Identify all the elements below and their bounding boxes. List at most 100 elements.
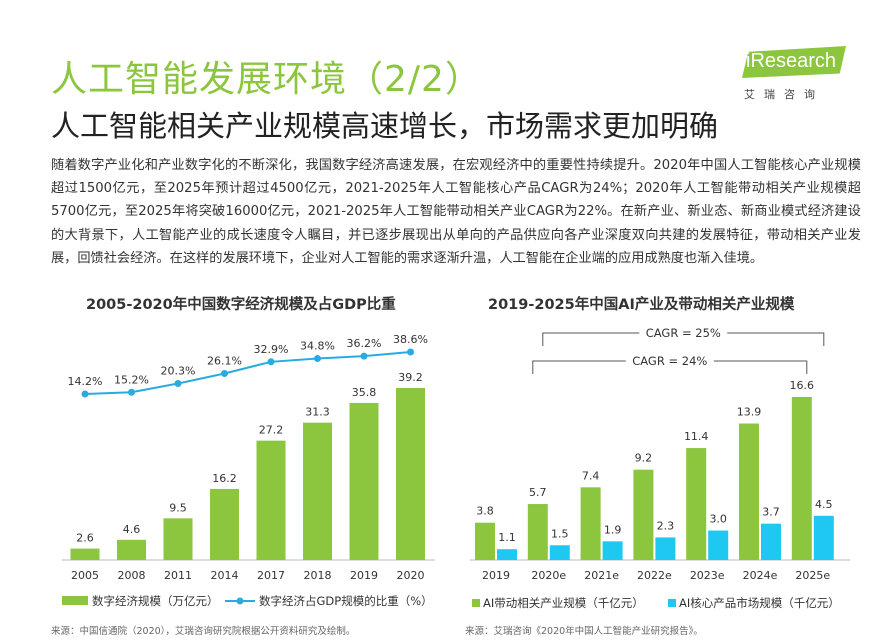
bar-ai-related [739,423,759,560]
cagr-core-label: CAGR = 25% [646,326,721,340]
line-label: 26.1% [207,355,242,368]
bar-ai-core [708,530,729,560]
x-tick-label: 2008 [118,569,146,582]
line-label: 20.3% [161,365,196,378]
x-tick-label: 2019 [350,569,378,582]
bar [349,402,379,560]
bar-ai-core [761,523,781,560]
logo-mark [742,46,846,78]
x-tick-label: 2018 [304,569,332,582]
bar-ai-core [813,515,834,560]
legend-label-ai-core: AI核心产品市场规模（千亿元） [679,596,840,610]
bar-ai-core [602,541,623,560]
bar-label: 5.7 [529,486,547,499]
x-tick-label: 2019 [482,569,510,582]
bar-ai-related [527,504,548,560]
bar-ai-related [686,448,707,560]
logo-text: iResearch [746,50,837,72]
x-tick-label: 2011 [164,569,192,582]
bar [117,539,146,560]
iresearch-logo: iResearch 艾瑞咨询 [742,46,857,104]
bar [303,422,332,560]
page-title: 人工智能发展环境（2/2） [51,59,482,100]
x-tick-label: 2024e [743,569,778,582]
bar-label: 7.4 [582,469,600,482]
bar-label: 16.2 [212,472,237,485]
ai-industry-chart: 3.8 1.1 2019 5.7 1.5 2020e 7.4 1.9 2021e 9.2 2.3 20… [470,326,850,610]
bar-label: 2.6 [76,532,94,545]
legend-swatch-dot [236,597,244,605]
line-label: 32.9% [254,343,289,356]
bar-label: 3.0 [709,513,727,526]
bar [396,388,425,560]
bar-label: 4.6 [123,523,141,536]
bar-label: 4.5 [815,498,833,511]
legend-swatch-ai-related [472,599,480,607]
line-label: 34.8% [300,340,335,353]
x-tick-label: 2020 [397,569,425,582]
bar-label: 39.2 [398,371,423,384]
bar-label: 11.4 [684,430,709,443]
left-chart-source: 来源：中国信通院（2020），艾瑞咨询研究院根据公开资料研究及绘制。 [51,626,356,637]
legend-label-ai-related: AI带动相关产业规模（千亿元） [483,596,644,610]
logo-chinese-name: 艾瑞咨询 [744,88,824,101]
x-tick-label: 2017 [257,569,285,582]
x-tick-label: 2020e [531,569,566,582]
line-point [128,388,135,396]
bar-label: 2.3 [657,519,675,532]
legend-swatch-ai-core [668,599,676,607]
legend-label-bar: 数字经济规模（万亿元） [92,594,219,608]
bar-ai-core [655,537,676,560]
left-chart-title: 2005-2020年中国数字经济规模及占GDP比重 [86,297,396,313]
right-chart-source: 来源：艾瑞咨询《2020年中国人工智能产业研究报告》。 [465,626,703,637]
series-line [84,351,411,395]
bar-label: 35.8 [352,386,377,399]
line-point [267,358,275,366]
line-label: 38.6% [393,333,428,346]
right-chart-title: 2019-2025年中国AI产业及带动相关产业规模 [488,297,795,313]
bar-ai-related [475,522,495,560]
bar-label: 3.7 [762,506,780,519]
bar-ai-related [791,397,812,560]
page-subtitle: 人工智能相关产业规模高速增长，市场需求更加明确 [51,109,719,143]
line-point [314,355,321,363]
bar [256,440,286,560]
bar-label: 1.5 [551,527,569,540]
cagr-core-bracket [542,332,825,346]
cagr-related-bracket [532,360,808,374]
bar [70,548,100,560]
bar-ai-related [580,487,601,560]
line-label: 15.2% [114,373,149,386]
bar-label: 3.8 [476,505,494,518]
line-label: 36.2% [347,337,382,350]
bar [163,518,193,560]
bar-label: 27.2 [259,424,284,437]
line-point [360,352,368,360]
cagr-related-label: CAGR = 24% [632,354,707,368]
legend-swatch-bar [62,596,88,605]
x-tick-label: 2025e [795,569,830,582]
x-tick-label: 2022e [637,569,672,582]
line-point [174,380,182,387]
bar-label: 9.2 [635,452,653,465]
bar-label: 1.1 [498,531,516,544]
bar-ai-core [497,549,517,560]
x-tick-label: 2005 [71,569,99,582]
legend-label-line: 数字经济占GDP规模的比重（%） [259,594,433,608]
bar-label: 31.3 [305,406,330,419]
line-point [407,348,414,356]
digital-economy-chart: 2.6 2005 4.6 2008 9.5 2011 16.2 2014 27.2 2017 31.… [62,333,435,608]
bar-ai-related [633,469,654,560]
line-point [81,390,89,398]
x-tick-label: 2021e [584,569,619,582]
line-point [221,370,228,378]
bar [210,488,239,560]
intro-paragraph: 随着数字产业化和产业数字化的不断深化，我国数字经济高速发展，在宏观经济中的重要性… [51,158,861,266]
bar-ai-core [549,545,570,560]
line-label: 14.2% [68,375,103,388]
bar-label: 13.9 [737,406,762,419]
bar-label: 1.9 [604,523,622,536]
bar-label: 16.6 [790,379,815,392]
x-tick-label: 2023e [690,569,725,582]
x-tick-label: 2014 [211,569,239,582]
